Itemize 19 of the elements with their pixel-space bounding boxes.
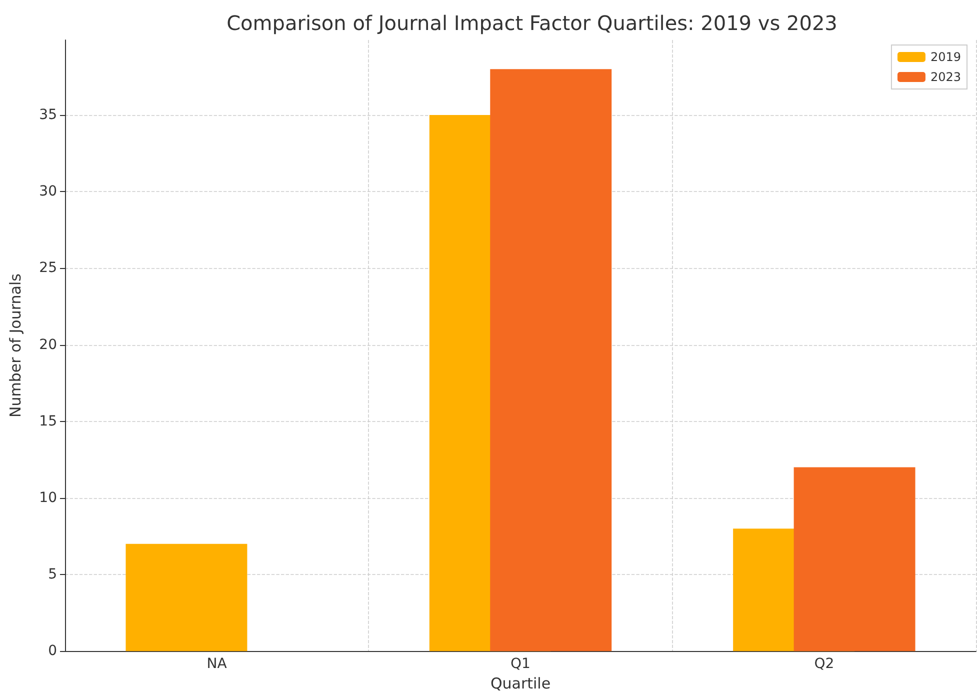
y-tick-label: 10 (39, 490, 57, 506)
x-tick-label: Q1 (510, 656, 530, 672)
x-tick-label: Q2 (814, 656, 834, 672)
y-tick-label: 0 (48, 643, 57, 660)
legend-label: 2019 (930, 50, 962, 64)
bar (126, 544, 248, 652)
y-tick-label: 15 (39, 413, 57, 430)
x-tick-label: NA (206, 656, 228, 672)
y-tick-label: 5 (48, 566, 57, 583)
chart-title: Comparison of Journal Impact Factor Quartiles: 2019 vs 2023 (226, 11, 838, 35)
y-axis-title: Number of Journals (6, 273, 24, 418)
y-tick-label: 35 (39, 107, 57, 124)
y-tick-label: 25 (39, 260, 57, 276)
y-tick-label: 30 (39, 184, 57, 200)
bar (794, 467, 916, 652)
y-tick-label: 20 (39, 336, 57, 353)
x-axis-title: Quartile (490, 674, 551, 692)
legend-label: 2023 (930, 70, 962, 84)
bar (490, 69, 612, 652)
